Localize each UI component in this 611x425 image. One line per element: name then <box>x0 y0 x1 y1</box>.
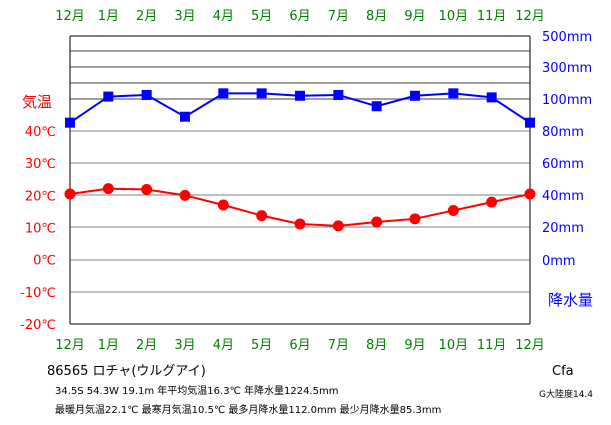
temperature-tick-label: 20℃ <box>25 189 56 204</box>
top-month-labels: 12月 1月 2月 3月 4月 5月 6月 7月 8月 9月 10月 11月 12月 <box>55 9 545 24</box>
precipitation-tick-label: 100mm <box>542 93 592 108</box>
station-stats-line1: 34.5S 54.3W 19.1m 年平均気温16.3℃ 年降水量1224.5m… <box>55 386 339 397</box>
temperature-point <box>141 184 153 196</box>
month-label-top: 12月 <box>515 9 545 24</box>
temperature-point <box>486 196 498 208</box>
precipitation-point <box>295 90 305 101</box>
temperature-point <box>332 220 344 232</box>
temperature-tick-label: 10℃ <box>25 222 56 237</box>
month-label-top: 2月 <box>136 9 157 24</box>
precipitation-point <box>448 88 459 99</box>
temperature-tick-label: -10℃ <box>20 286 56 301</box>
month-label-top: 10月 <box>439 9 469 24</box>
month-label-top: 12月 <box>55 9 85 24</box>
precipitation-point <box>486 92 497 103</box>
precipitation-tick-label: 20mm <box>542 221 584 236</box>
temperature-point <box>217 199 229 211</box>
temperature-tick-label: 30℃ <box>25 157 56 172</box>
right-axis-ticks: 500mm 300mm 100mm 80mm 60mm 40mm 20mm 0mm <box>542 30 592 269</box>
precipitation-point <box>410 90 420 101</box>
temperature-point <box>102 183 114 195</box>
month-label-top: 8月 <box>366 9 387 24</box>
month-label-bottom: 2月 <box>136 338 157 353</box>
continentality-index: G大陸度14.4 <box>539 390 594 400</box>
month-label-bottom: 6月 <box>289 338 310 353</box>
temperature-series <box>64 183 536 232</box>
temperature-tick-label: 40℃ <box>25 125 56 140</box>
month-label-bottom: 7月 <box>328 338 349 353</box>
precipitation-tick-label: 0mm <box>542 254 576 269</box>
temperature-point <box>524 188 536 200</box>
precipitation-series <box>65 88 535 128</box>
month-label-bottom: 11月 <box>477 338 507 353</box>
month-label-top: 3月 <box>174 9 195 24</box>
month-label-bottom: 1月 <box>98 338 119 353</box>
precipitation-point <box>103 91 114 102</box>
precipitation-point <box>180 111 190 122</box>
temperature-point <box>447 204 459 216</box>
month-label-bottom: 12月 <box>515 338 545 353</box>
precipitation-axis-title: 降水量 <box>548 291 593 309</box>
month-label-bottom: 3月 <box>174 338 195 353</box>
month-label-bottom: 10月 <box>439 338 469 353</box>
temperature-point <box>64 188 76 200</box>
temperature-point <box>371 216 383 228</box>
precipitation-tick-label: 40mm <box>542 189 584 204</box>
month-label-top: 4月 <box>213 9 234 24</box>
left-axis-ticks: 40℃ 30℃ 20℃ 10℃ 0℃ -10℃ -20℃ <box>20 125 56 333</box>
precipitation-tick-label: 60mm <box>542 157 584 172</box>
month-label-bottom: 12月 <box>55 338 85 353</box>
precipitation-point <box>525 117 535 128</box>
month-label-bottom: 4月 <box>213 338 234 353</box>
station-stats-line2: 最暖月気温22.1℃ 最寒月気温10.5℃ 最多月降水量112.0mm 最少月降… <box>55 405 442 416</box>
temperature-point <box>409 213 421 225</box>
month-label-top: 11月 <box>477 9 507 24</box>
temperature-tick-label: 0℃ <box>33 254 56 269</box>
station-id-name: 86565 ロチャ(ウルグアイ) <box>47 364 206 379</box>
temperature-point <box>294 218 306 230</box>
month-label-top: 1月 <box>98 9 119 24</box>
temperature-axis-title: 気温 <box>22 93 52 111</box>
precipitation-point <box>371 101 382 112</box>
precipitation-point <box>256 88 267 99</box>
grid-lines <box>69 35 531 325</box>
precipitation-tick-label: 300mm <box>542 61 592 76</box>
precipitation-point <box>141 89 152 100</box>
climate-class: Cfa <box>552 364 574 379</box>
month-label-bottom: 5月 <box>251 338 272 353</box>
month-label-bottom: 8月 <box>366 338 387 353</box>
month-label-top: 9月 <box>404 9 425 24</box>
month-label-top: 6月 <box>289 9 310 24</box>
month-label-top: 5月 <box>251 9 272 24</box>
temperature-point <box>256 210 268 222</box>
bottom-month-labels: 12月 1月 2月 3月 4月 5月 6月 7月 8月 9月 10月 11月 12月 <box>55 338 545 353</box>
precipitation-point <box>333 89 344 100</box>
month-label-top: 7月 <box>328 9 349 24</box>
month-label-bottom: 9月 <box>404 338 425 353</box>
precipitation-point <box>218 88 229 99</box>
temperature-point <box>179 189 191 201</box>
precipitation-point <box>65 117 75 128</box>
precipitation-tick-label: 500mm <box>542 30 592 45</box>
temperature-tick-label: -20℃ <box>20 318 56 333</box>
precipitation-tick-label: 80mm <box>542 125 584 140</box>
